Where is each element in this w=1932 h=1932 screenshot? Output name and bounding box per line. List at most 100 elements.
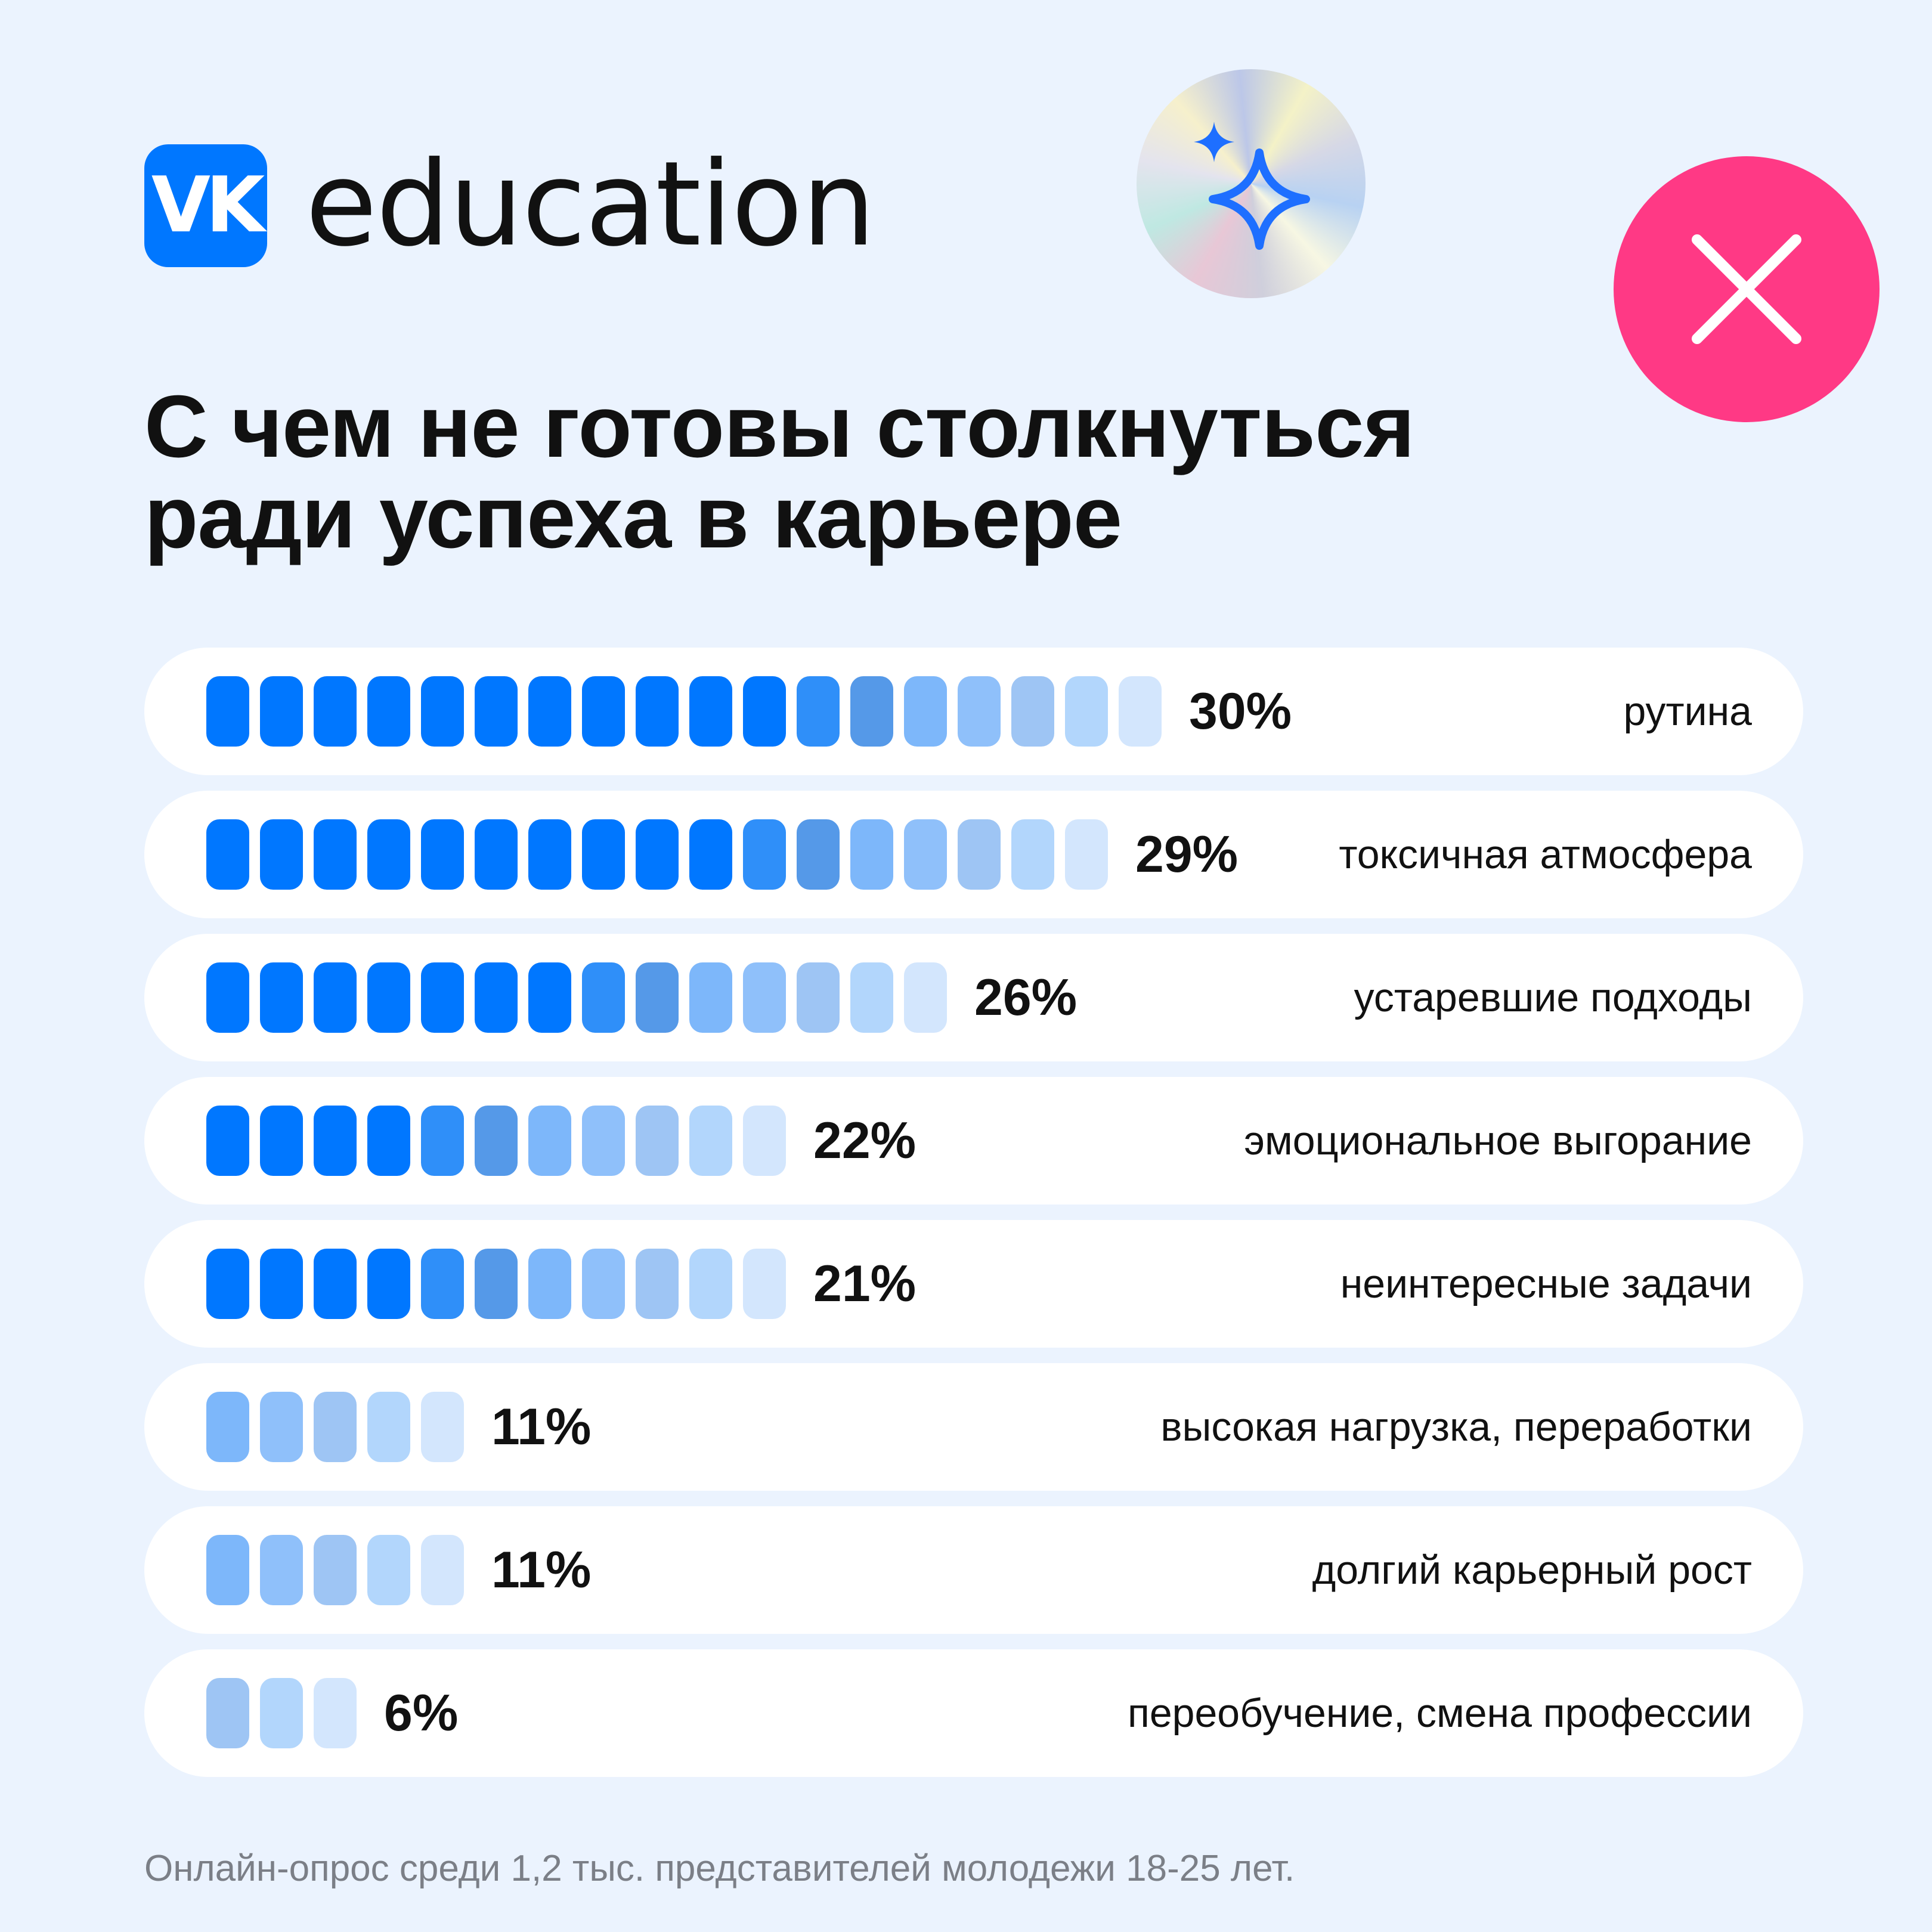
chart-title-line1: С чем не готовы столкнуться	[144, 377, 1415, 476]
bar-segment	[367, 676, 410, 747]
bar-segment	[958, 819, 1001, 890]
bar-row: 6% переобучение, смена профессии	[144, 1649, 1803, 1777]
chart-title-line2: ради успеха в карьере	[144, 468, 1122, 566]
bar-segment	[689, 1249, 732, 1319]
bar-row: 11% долгий карьерный рост	[144, 1506, 1803, 1634]
category-label: рутина	[1623, 689, 1752, 734]
bar-segment	[421, 1106, 464, 1176]
bar-segment	[850, 962, 893, 1033]
bar-segment	[797, 676, 840, 747]
bar-segments	[206, 676, 1162, 747]
bar-segment	[206, 962, 249, 1033]
close-icon	[1692, 234, 1801, 344]
bar-segment	[206, 1678, 249, 1748]
bar-segment	[367, 962, 410, 1033]
bar-segment	[475, 1249, 518, 1319]
bar-segment	[206, 1106, 249, 1176]
category-label: высокая нагрузка, переработки	[1160, 1404, 1752, 1450]
bar-segment	[367, 1535, 410, 1605]
bar-segment	[367, 1249, 410, 1319]
bar-segments	[206, 1249, 786, 1319]
bar-segments	[206, 962, 947, 1033]
sparkles-icon	[1137, 69, 1366, 298]
bar-segment	[206, 676, 249, 747]
bar-segment	[421, 1249, 464, 1319]
bar-segment	[797, 819, 840, 890]
bar-segment	[260, 676, 303, 747]
value-label: 22%	[813, 1112, 917, 1169]
bar-segment	[528, 819, 571, 890]
bar-segment	[314, 1678, 357, 1748]
bar-segment	[260, 1106, 303, 1176]
bar-segment	[260, 819, 303, 890]
bar-segment	[421, 962, 464, 1033]
bar-segments	[206, 1392, 464, 1462]
bar-segment	[958, 676, 1001, 747]
close-button[interactable]	[1614, 156, 1880, 422]
bar-segment	[421, 819, 464, 890]
bar-segment	[743, 962, 786, 1033]
bar-segment	[367, 1106, 410, 1176]
chart-title: С чем не готовы столкнуться ради успеха …	[144, 377, 1415, 566]
bar-segment	[314, 1106, 357, 1176]
bar-segment	[475, 962, 518, 1033]
bar-segment	[260, 962, 303, 1033]
bar-segment	[260, 1392, 303, 1462]
source-note: Онлайн-опрос среди 1,2 тыс. представител…	[144, 1848, 1295, 1889]
bar-segment	[743, 1106, 786, 1176]
bar-segment	[1065, 676, 1108, 747]
bar-chart: 30% рутина 29% токсичная атмосфера 26% устаре…	[144, 648, 1803, 1792]
category-label: эмоциональное выгорание	[1244, 1118, 1752, 1163]
bar-segment	[636, 819, 679, 890]
bar-segment	[314, 819, 357, 890]
bar-segment	[475, 676, 518, 747]
bar-segment	[636, 962, 679, 1033]
value-label: 21%	[813, 1255, 917, 1312]
bar-row: 21% неинтересные задачи	[144, 1220, 1803, 1348]
bar-segment	[367, 1392, 410, 1462]
bar-segment	[636, 676, 679, 747]
bar-segment	[206, 819, 249, 890]
bar-segment	[904, 676, 947, 747]
category-label: неинтересные задачи	[1340, 1261, 1752, 1306]
bar-segment	[1119, 676, 1162, 747]
bar-segment	[206, 1392, 249, 1462]
bar-segments	[206, 1106, 786, 1176]
bar-segment	[582, 676, 625, 747]
bar-segments	[206, 819, 1108, 890]
bar-segment	[260, 1535, 303, 1605]
bar-segment	[904, 819, 947, 890]
bar-segment	[421, 1392, 464, 1462]
bar-segment	[475, 1106, 518, 1176]
value-label: 11%	[491, 1398, 592, 1456]
bar-segment	[314, 1535, 357, 1605]
bar-segment	[475, 819, 518, 890]
bar-row: 11% высокая нагрузка, переработки	[144, 1363, 1803, 1491]
value-label: 11%	[491, 1541, 592, 1599]
bar-segment	[528, 676, 571, 747]
category-label: долгий карьерный рост	[1312, 1547, 1752, 1593]
bar-row: 22% эмоциональное выгорание	[144, 1077, 1803, 1205]
bar-segment	[314, 1392, 357, 1462]
bar-segment	[582, 962, 625, 1033]
bar-segment	[582, 1249, 625, 1319]
bar-segment	[421, 676, 464, 747]
value-label: 30%	[1189, 683, 1292, 740]
bar-row: 30% рутина	[144, 648, 1803, 775]
bar-segment	[206, 1535, 249, 1605]
bar-segment	[260, 1678, 303, 1748]
bar-segment	[689, 819, 732, 890]
bar-segment	[1065, 819, 1108, 890]
bar-segment	[636, 1106, 679, 1176]
bar-segment	[528, 1249, 571, 1319]
category-label: устаревшие подходы	[1354, 975, 1752, 1020]
bar-segment	[314, 676, 357, 747]
bar-segment	[367, 819, 410, 890]
bar-segment	[582, 1106, 625, 1176]
bar-segment	[582, 819, 625, 890]
bar-segments	[206, 1678, 357, 1748]
bar-segment	[689, 962, 732, 1033]
bar-segment	[421, 1535, 464, 1605]
bar-segment	[636, 1249, 679, 1319]
bar-segment	[850, 819, 893, 890]
